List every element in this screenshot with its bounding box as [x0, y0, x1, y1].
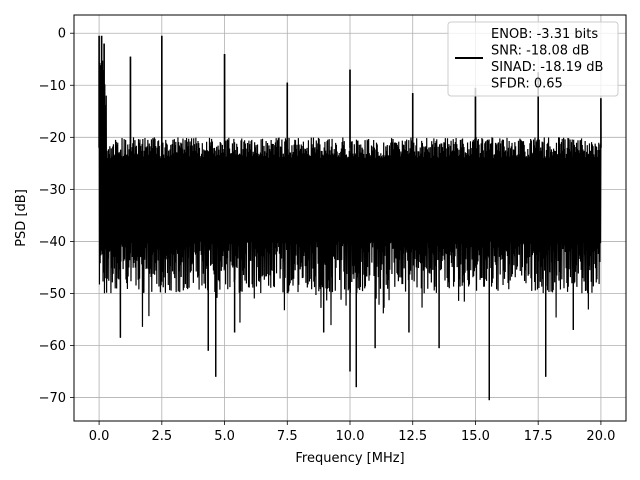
x-tick-label: 17.5 — [524, 429, 553, 444]
y-axis-label: PSD [dB] — [14, 189, 29, 247]
x-tick-label: 10.0 — [336, 429, 365, 444]
x-axis-ticks: 0.0 2.5 5.0 7.5 10.0 12.5 15.0 17.5 20.0 — [89, 421, 615, 444]
x-tick-label: 7.5 — [277, 429, 298, 444]
trace-layer — [98, 35, 602, 401]
y-tick-label: −40 — [39, 235, 66, 250]
x-tick-label: 5.0 — [214, 429, 235, 444]
y-tick-label: −50 — [39, 287, 66, 302]
legend-entry-sinad: SINAD: -18.19 dB — [491, 60, 603, 75]
legend-entry-enob: ENOB: -3.31 bits — [491, 27, 598, 42]
y-tick-label: −70 — [39, 391, 66, 406]
x-tick-label: 12.5 — [398, 429, 427, 444]
y-axis-ticks: 0 −10 −20 −30 −40 −50 −60 −70 — [39, 27, 74, 406]
legend-entry-sfdr: SFDR: 0.65 — [491, 77, 563, 92]
y-tick-label: −10 — [39, 79, 66, 94]
legend-box — [447, 21, 619, 97]
legend-entry-snr: SNR: -18.08 dB — [491, 44, 589, 59]
legend: ENOB: -3.31 bits SNR: -18.08 dB SINAD: -… — [447, 21, 619, 97]
x-axis-label: Frequency [MHz] — [295, 451, 404, 466]
x-tick-label: 15.0 — [461, 429, 490, 444]
y-tick-label: 0 — [58, 27, 66, 42]
y-tick-label: −20 — [39, 131, 66, 146]
x-tick-label: 20.0 — [586, 429, 615, 444]
y-tick-label: −60 — [39, 339, 66, 354]
y-tick-label: −30 — [39, 183, 66, 198]
x-tick-label: 0.0 — [89, 429, 110, 444]
x-tick-label: 2.5 — [151, 429, 172, 444]
